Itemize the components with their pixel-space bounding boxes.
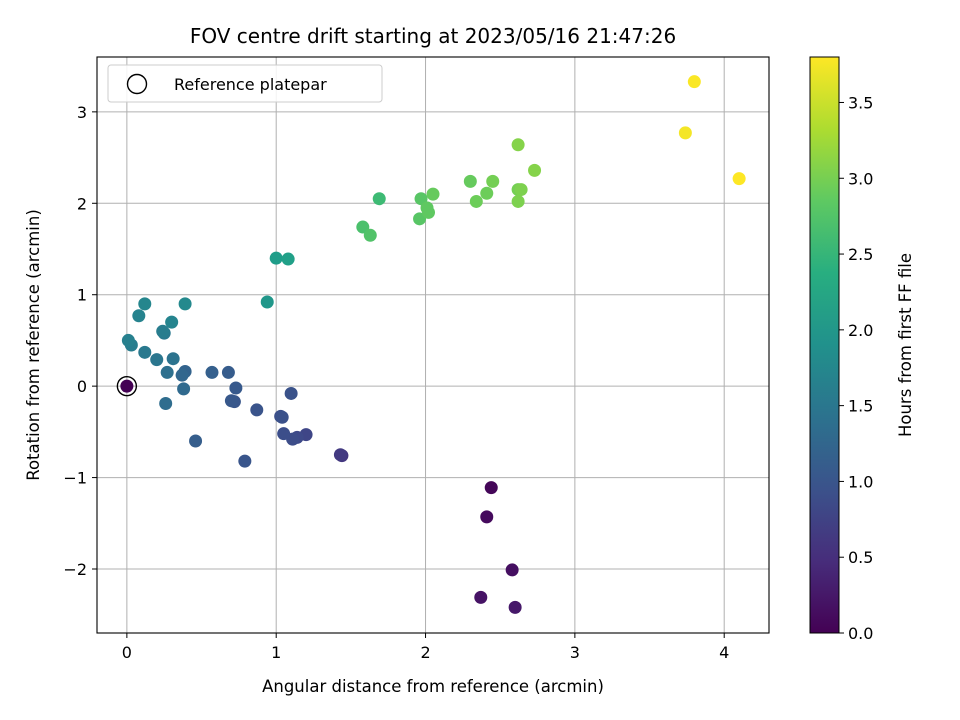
colorbar-tick-label: 2.0: [848, 321, 873, 340]
colorbar: 0.0 0.5 1.0 1.5 2.0 2.5 3.0 3.5 Hours from firs…: [809, 56, 915, 643]
y-tick-label: 2: [77, 194, 87, 213]
data-point: [678, 126, 692, 140]
colorbar-tick-label: 3.0: [848, 169, 873, 188]
data-point: [363, 228, 377, 242]
data-point: [269, 251, 283, 265]
x-tick-label: 0: [122, 643, 132, 662]
x-tick-label: 3: [570, 643, 580, 662]
data-points: [116, 75, 746, 614]
colorbar-tick-label: 3.5: [848, 93, 873, 112]
data-point: [426, 187, 440, 201]
x-tick-label: 4: [719, 643, 729, 662]
data-point: [469, 194, 483, 208]
data-point: [189, 434, 203, 448]
y-tick-label: 0: [77, 377, 87, 396]
colorbar-gradient: [809, 56, 840, 634]
data-point: [505, 563, 519, 577]
data-point: [333, 448, 347, 462]
plot-area-frame: [96, 56, 770, 634]
y-axis-ticks: −2 −1 0 1 2 3: [63, 103, 97, 579]
data-point: [260, 295, 274, 309]
colorbar-tick-label: 1.0: [848, 472, 873, 491]
data-point: [281, 252, 295, 266]
grid: [97, 57, 769, 633]
data-point: [277, 427, 291, 441]
reference-platepar-marker: [116, 375, 138, 397]
data-point: [229, 381, 243, 395]
colorbar-tick-label: 0.0: [848, 624, 873, 643]
data-point: [138, 297, 152, 311]
data-point: [156, 324, 170, 338]
data-point: [356, 220, 370, 234]
legend-entry-reference: Reference platepar: [174, 75, 327, 94]
data-point: [238, 454, 252, 468]
data-point: [221, 365, 235, 379]
data-point: [514, 183, 528, 197]
data-point: [205, 365, 219, 379]
y-tick-label: 1: [77, 286, 87, 305]
data-point: [166, 352, 180, 366]
data-point: [159, 397, 173, 411]
legend-box: [107, 64, 383, 103]
data-point: [284, 386, 298, 400]
colorbar-tick-label: 2.5: [848, 245, 873, 264]
data-point: [511, 138, 525, 152]
chart-title: FOV centre drift starting at 2023/05/16 …: [190, 24, 676, 48]
x-axis-ticks: 0 1 2 3 4: [122, 633, 729, 662]
y-axis-label: Rotation from reference (arcmin): [24, 209, 43, 481]
x-axis-label: Angular distance from reference (arcmin): [262, 677, 604, 696]
data-point: [165, 315, 179, 329]
legend: Reference platepar: [107, 64, 383, 103]
data-point: [372, 192, 386, 206]
data-point: [687, 75, 701, 89]
x-tick-label: 1: [271, 643, 281, 662]
legend-marker-circle-icon: [126, 73, 148, 95]
data-point: [150, 353, 164, 367]
data-point: [121, 333, 135, 347]
data-point: [508, 600, 522, 614]
data-point: [420, 201, 434, 215]
data-point: [480, 510, 494, 524]
data-point: [178, 297, 192, 311]
data-point: [224, 394, 238, 408]
data-point: [120, 379, 134, 393]
data-point: [511, 194, 525, 208]
data-point: [528, 163, 542, 177]
data-point: [275, 410, 289, 424]
colorbar-ticks: 0.0 0.5 1.0 1.5 2.0 2.5 3.0 3.5: [839, 93, 873, 643]
data-point: [160, 365, 174, 379]
data-point: [474, 590, 488, 604]
data-point: [463, 174, 477, 188]
data-point: [732, 172, 746, 186]
data-point: [480, 186, 494, 200]
data-point: [177, 382, 191, 396]
colorbar-tick-label: 0.5: [848, 548, 873, 567]
data-point: [250, 403, 264, 417]
y-tick-label: −2: [63, 560, 87, 579]
data-point: [484, 481, 498, 495]
data-point: [486, 174, 500, 188]
data-point: [138, 345, 152, 359]
data-point: [413, 212, 427, 226]
colorbar-label: Hours from first FF file: [896, 253, 915, 437]
data-point: [175, 368, 189, 382]
y-tick-label: −1: [63, 469, 87, 488]
y-tick-label: 3: [77, 103, 87, 122]
data-point: [132, 309, 146, 323]
x-tick-label: 2: [420, 643, 430, 662]
colorbar-tick-label: 1.5: [848, 397, 873, 416]
